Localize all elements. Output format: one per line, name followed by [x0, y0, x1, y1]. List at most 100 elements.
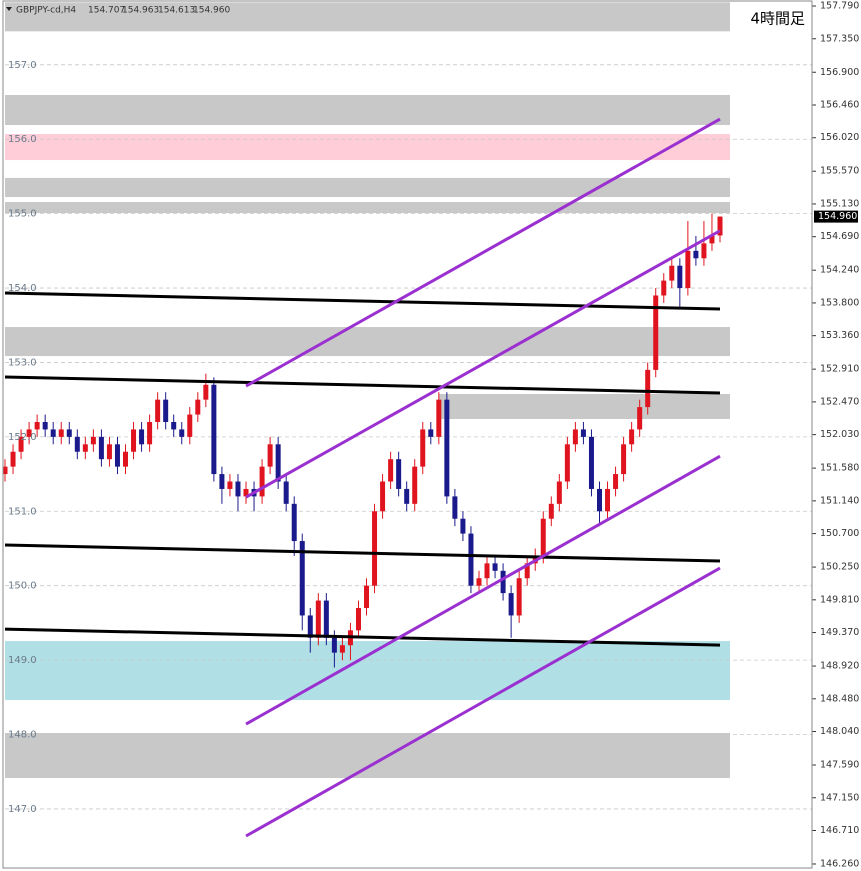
grid-label: 155.0 [8, 209, 37, 220]
candle-body [653, 295, 659, 370]
menu-arrow[interactable] [6, 7, 12, 11]
candle-body [147, 421, 153, 445]
grid-label: 153.0 [8, 357, 37, 368]
last-price-label: 154.960 [818, 211, 857, 222]
header-high: 154.963 [122, 6, 159, 16]
y-tick-label: 147.590 [820, 760, 859, 771]
candle-body [468, 533, 474, 586]
plot-frame [2, 0, 813, 869]
candle-body [227, 481, 233, 489]
grid-label: 148.0 [8, 730, 37, 741]
y-tick-label: 155.570 [820, 166, 859, 177]
candle-body [50, 429, 56, 437]
candle-body [436, 399, 442, 437]
candle-body [267, 444, 273, 467]
candle-body [548, 503, 554, 519]
trend-line [245, 454, 721, 726]
header-open: 154.707 [88, 6, 125, 16]
candle-body [564, 444, 570, 482]
y-tick-label: 148.040 [820, 726, 859, 737]
trend-line [4, 627, 721, 647]
zone [5, 95, 730, 126]
header-close: 154.960 [193, 6, 230, 16]
last-price-box [814, 210, 858, 223]
candle-body [605, 488, 611, 512]
trend-line [4, 291, 721, 311]
candle-body [613, 474, 619, 489]
candle-body [580, 429, 586, 437]
zone [5, 177, 730, 198]
zone [5, 327, 730, 357]
candle-body [677, 265, 683, 289]
candles [2, 213, 723, 668]
candle-body [621, 444, 627, 475]
candle-body [396, 459, 402, 489]
zone [5, 641, 730, 701]
grid-label: 154.0 [8, 283, 37, 294]
grid-label: 149.0 [8, 655, 37, 666]
y-tick-label: 146.260 [820, 858, 859, 869]
zone [5, 134, 730, 161]
candle-body [661, 280, 667, 296]
candle-body [131, 429, 137, 452]
y-tick-label: 149.370 [820, 627, 859, 638]
y-tick-label: 152.470 [820, 396, 859, 407]
candle-body [693, 250, 699, 259]
axis: 157.0 156.0 155.0 154.0 153.0 152.0 151.0 150.0… [8, 1, 859, 870]
zone [5, 2, 730, 32]
candle-body [701, 243, 707, 259]
y-tick-label: 147.150 [820, 792, 859, 803]
candle-body [10, 451, 16, 467]
trend-line [4, 543, 721, 563]
candle-body [709, 235, 715, 244]
candle-body [556, 481, 562, 504]
candle-body [74, 436, 80, 452]
y-tick-label: 149.810 [820, 594, 859, 605]
candle-body [98, 436, 104, 460]
candle-body [717, 216, 723, 236]
candle-body [139, 429, 145, 445]
symbol: GBPJPY-cd,H4 [16, 6, 76, 16]
candle-body [18, 436, 24, 452]
candle-body [203, 384, 209, 400]
candle-body [524, 563, 530, 579]
candle-body [235, 481, 241, 497]
y-tick-label: 153.800 [820, 297, 859, 308]
candle-body [275, 444, 281, 482]
candle-body [388, 459, 394, 482]
candle-body [323, 600, 329, 638]
candle-body [219, 474, 225, 489]
candle-body [163, 399, 169, 422]
candle-body [42, 421, 48, 430]
candle-body [629, 429, 635, 445]
candle-body [291, 503, 297, 542]
candle-body [460, 518, 466, 534]
candle-body [26, 429, 32, 437]
trend-line [245, 117, 721, 388]
candle-body [187, 414, 193, 437]
candle-body [588, 436, 594, 489]
candle-body [2, 466, 8, 475]
candle-body [155, 399, 161, 422]
candle-body [307, 615, 313, 638]
y-tick-label: 155.130 [820, 198, 859, 209]
y-tick-label: 152.910 [820, 364, 859, 375]
candle-body [123, 451, 129, 467]
candle-body [685, 250, 691, 289]
candle-body [404, 488, 410, 504]
candle-body [372, 511, 378, 586]
y-tick-label: 148.920 [820, 661, 859, 672]
y-tick-label: 157.790 [820, 1, 859, 12]
y-tick-label: 150.250 [820, 562, 859, 573]
candle-body [500, 570, 506, 594]
y-tick-label: 154.690 [820, 231, 859, 242]
chart-title: 4時間足 [750, 10, 805, 28]
y-tick-label: 148.480 [820, 693, 859, 704]
candle-body [58, 429, 64, 437]
candle-body [82, 444, 88, 452]
candle-body [331, 637, 337, 653]
trend-lines [4, 117, 721, 838]
candle-body [90, 436, 96, 445]
header-low: 154.613 [158, 6, 195, 16]
